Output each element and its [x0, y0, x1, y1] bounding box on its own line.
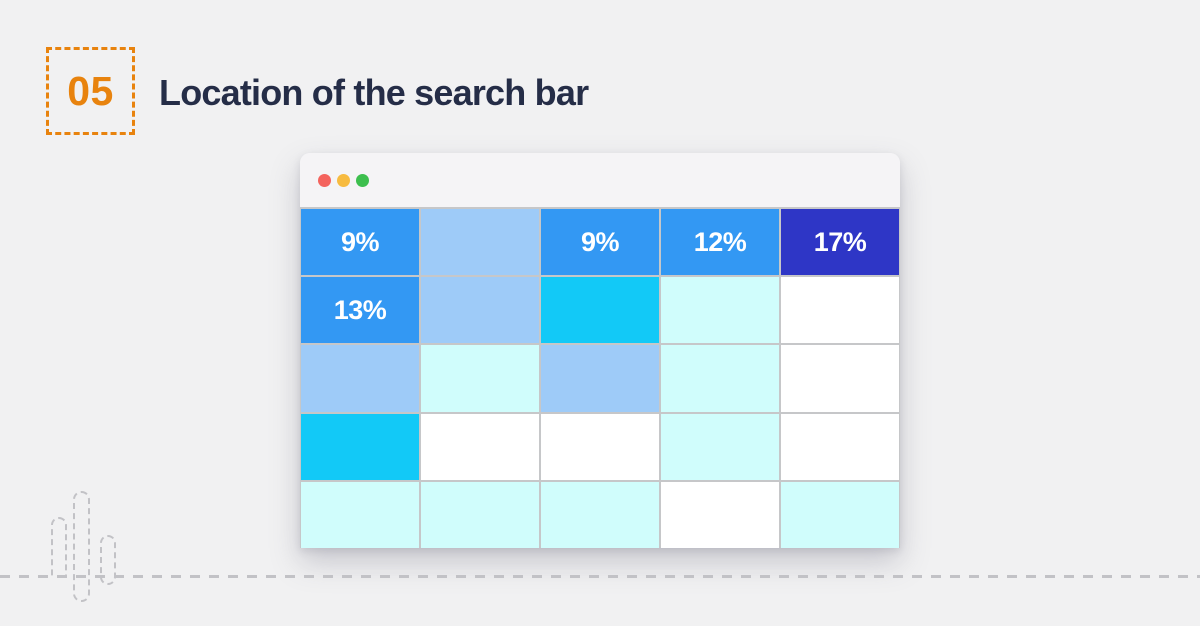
- decoration-bar-icon: [73, 491, 90, 602]
- heatmap-cell-r3-c2: [421, 345, 539, 412]
- decoration-bar-icon: [51, 517, 67, 578]
- heatmap-cell-r2-c1: 13%: [301, 277, 419, 344]
- heatmap-cell-r5-c3: [541, 481, 659, 548]
- zoom-button[interactable]: [356, 173, 369, 187]
- browser-window: 9% 9% 12% 17% 13%: [300, 153, 900, 548]
- heatmap-cell-r4-c5: [781, 413, 899, 480]
- close-button[interactable]: [318, 173, 331, 187]
- heatmap-cell-r1-c5: 17%: [781, 209, 899, 276]
- step-number-badge: 05: [46, 47, 135, 135]
- heatmap-cell-r2-c2: [421, 277, 539, 344]
- heatmap-cell-r4-c1: [301, 413, 419, 480]
- heatmap-cell-r5-c2: [421, 481, 539, 548]
- heatmap-cell-r3-c5: [781, 345, 899, 412]
- heatmap-cell-r2-c4: [661, 277, 779, 344]
- heatmap-cell-r3-c1: [301, 345, 419, 412]
- decoration-bar-icon: [100, 535, 116, 585]
- heatmap-cell-r2-c5: [781, 277, 899, 344]
- heatmap-cell-r5-c5: [781, 481, 899, 548]
- window-controls: [318, 153, 369, 207]
- heatmap-cell-r1-c4: 12%: [661, 209, 779, 276]
- heatmap-grid: 9% 9% 12% 17% 13%: [300, 207, 900, 548]
- heatmap-cell-r3-c3: [541, 345, 659, 412]
- heatmap-cell-r5-c4: [661, 481, 779, 548]
- heatmap-cell-value: 17%: [813, 226, 867, 257]
- heatmap-cell-r2-c3: [541, 277, 659, 344]
- step-number: 05: [67, 67, 114, 114]
- heatmap-cell-r4-c2: [421, 413, 539, 480]
- heatmap-cell-r1-c1: 9%: [301, 209, 419, 276]
- minimize-button[interactable]: [337, 173, 350, 187]
- heatmap-cell-r1-c2: [421, 209, 539, 276]
- heatmap-cell-value: 9%: [340, 226, 380, 257]
- heatmap-cell-r4-c4: [661, 413, 779, 480]
- page-title: Location of the search bar: [159, 72, 589, 113]
- browser-titlebar: [300, 153, 900, 207]
- heatmap-cell-r1-c3: 9%: [541, 209, 659, 276]
- heatmap-cell-value: 9%: [580, 226, 620, 257]
- heatmap-cell-r3-c4: [661, 345, 779, 412]
- heatmap-cell-r4-c3: [541, 413, 659, 480]
- heatmap-cell-value: 13%: [333, 294, 387, 325]
- dashed-baseline: [0, 575, 1200, 578]
- heatmap-cell-r5-c1: [301, 481, 419, 548]
- heatmap-cell-value: 12%: [693, 226, 747, 257]
